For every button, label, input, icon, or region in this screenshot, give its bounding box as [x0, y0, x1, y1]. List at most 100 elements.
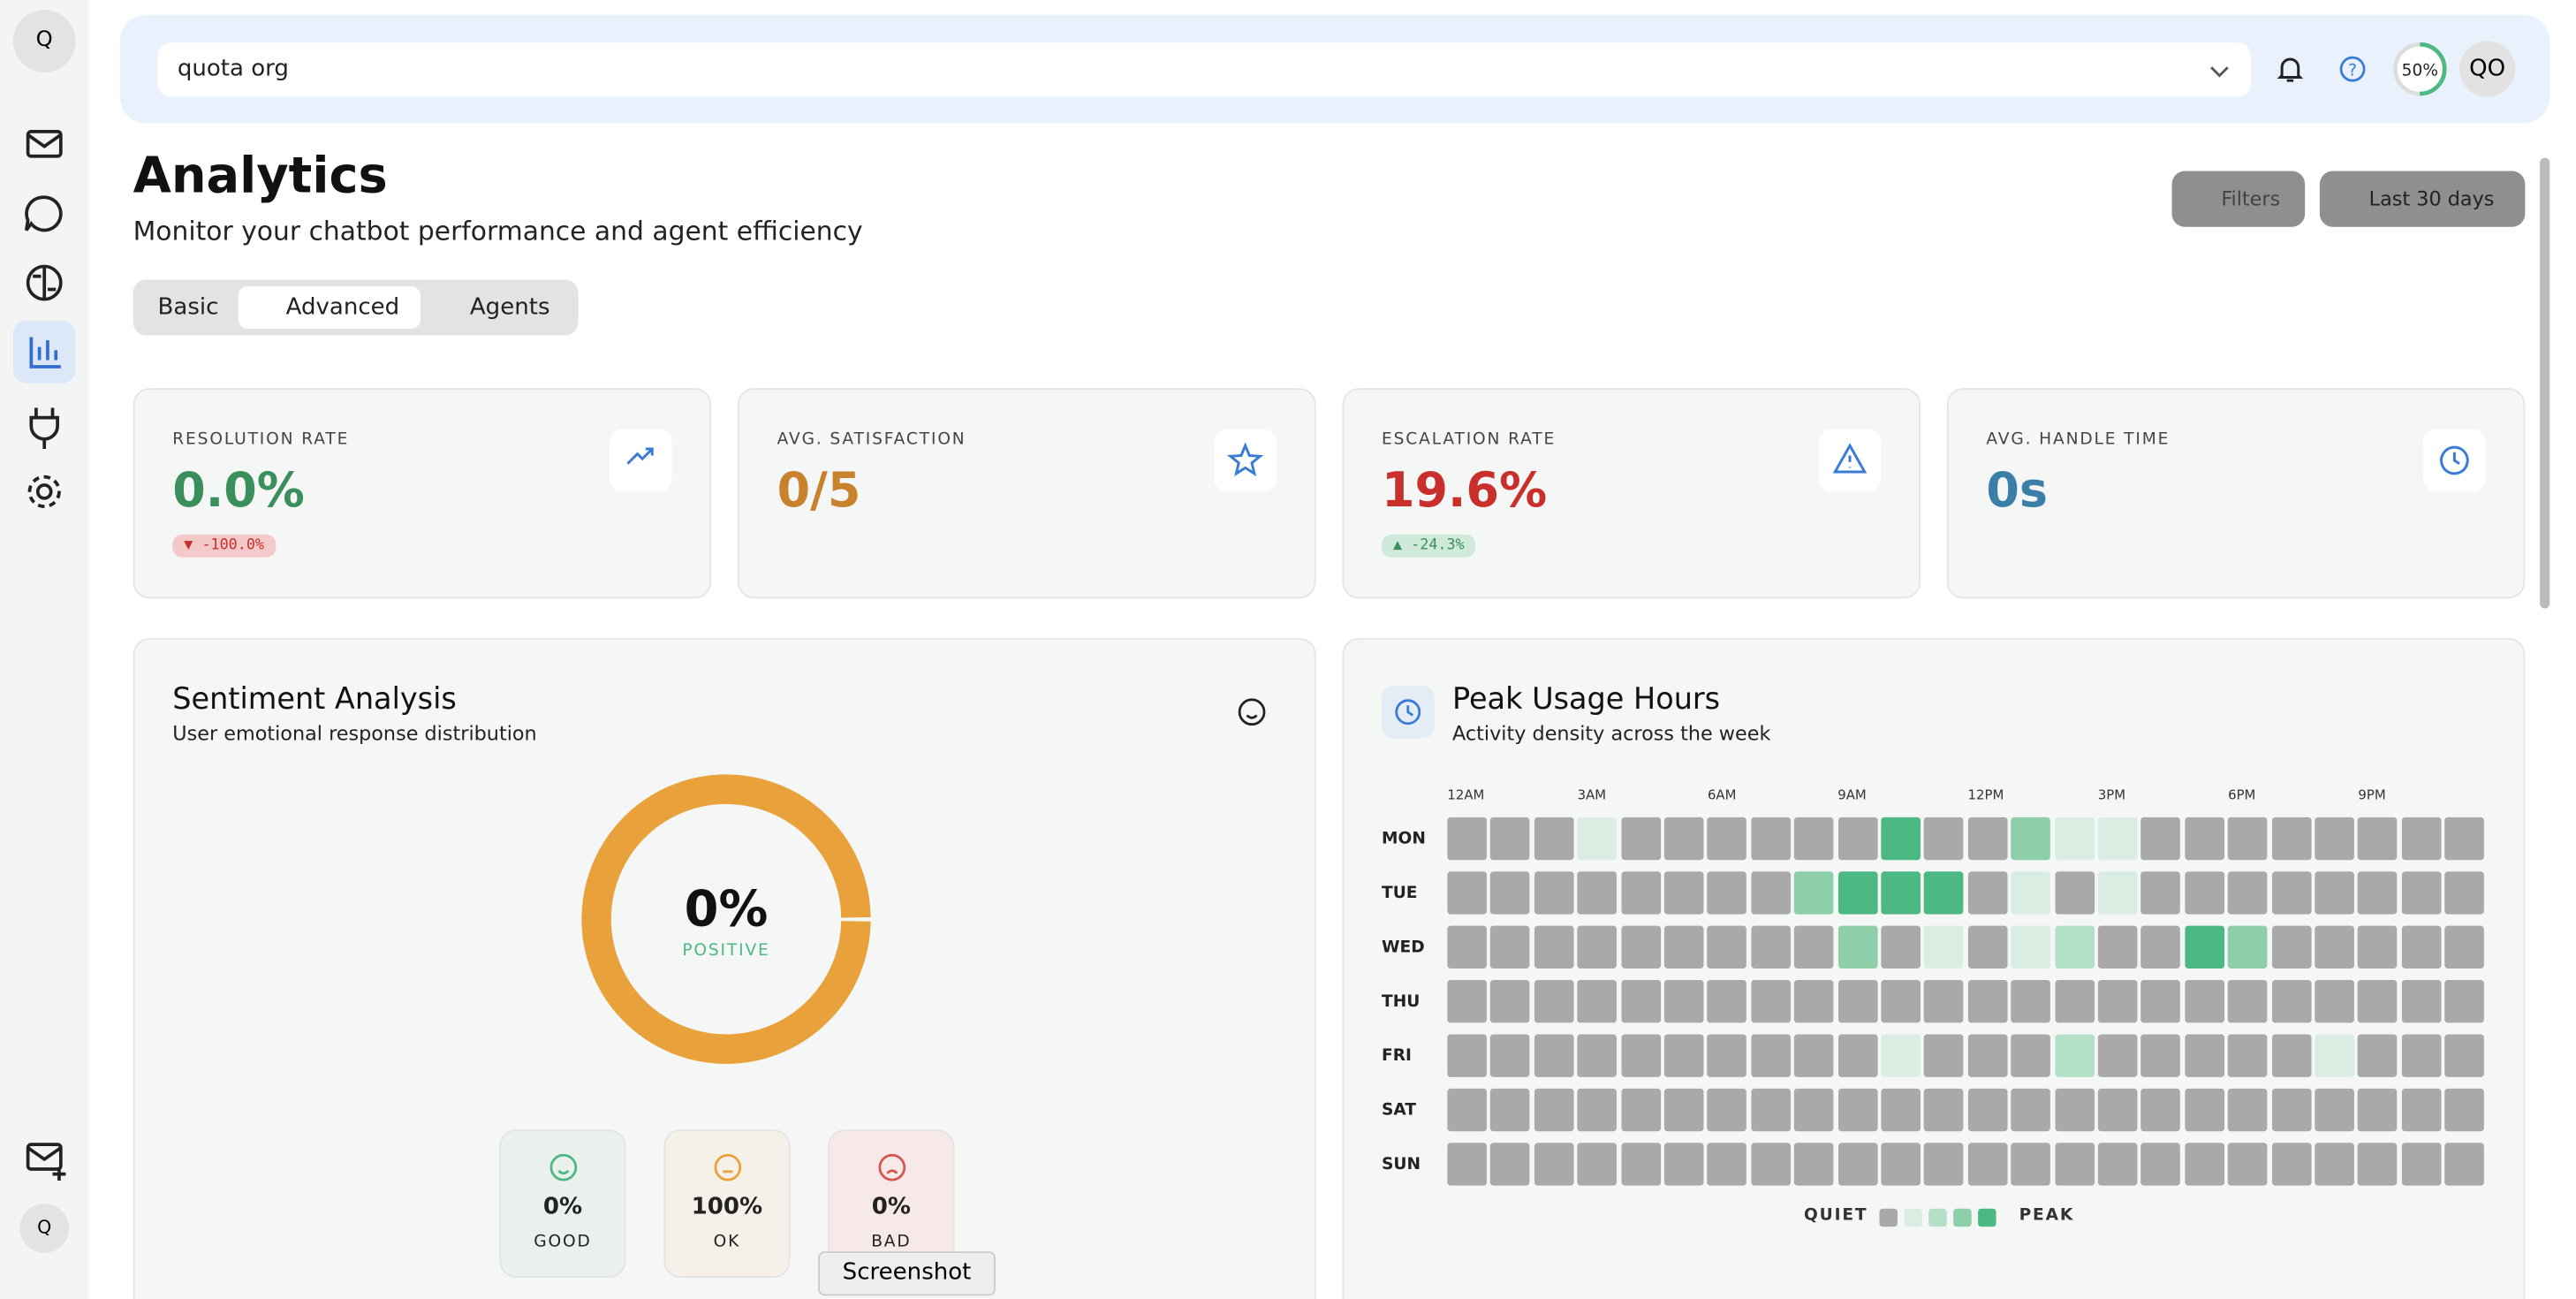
- heat-cell[interactable]: [1620, 980, 1661, 1023]
- heat-cell[interactable]: [1620, 1034, 1661, 1077]
- heat-cell[interactable]: [2054, 1143, 2095, 1186]
- heat-cell[interactable]: [2358, 925, 2398, 969]
- heat-cell[interactable]: [1794, 980, 1834, 1023]
- heat-cell[interactable]: [2140, 1143, 2181, 1186]
- heat-cell[interactable]: [1794, 817, 1834, 861]
- heat-cell[interactable]: [1967, 980, 2008, 1023]
- heat-cell[interactable]: [2140, 1088, 2181, 1132]
- heat-cell[interactable]: [1924, 817, 1965, 861]
- heat-cell[interactable]: [2140, 871, 2181, 915]
- heat-cell[interactable]: [2097, 980, 2138, 1023]
- heat-cell[interactable]: [1490, 1143, 1531, 1186]
- heat-cell[interactable]: [1967, 1034, 2008, 1077]
- heat-cell[interactable]: [2097, 925, 2138, 969]
- heat-cell[interactable]: [2228, 817, 2268, 861]
- heat-cell[interactable]: [1620, 871, 1661, 915]
- heat-cell[interactable]: [1881, 1088, 1921, 1132]
- heat-cell[interactable]: [2097, 1034, 2138, 1077]
- heat-cell[interactable]: [1577, 1143, 1618, 1186]
- help-icon[interactable]: ?: [2337, 54, 2367, 83]
- heat-cell[interactable]: [1967, 1088, 2008, 1132]
- heat-cell[interactable]: [2271, 817, 2311, 861]
- heat-cell[interactable]: [1707, 925, 1747, 969]
- heat-cell[interactable]: [1490, 925, 1531, 969]
- heat-cell[interactable]: [1837, 1143, 1877, 1186]
- heat-cell[interactable]: [1534, 871, 1574, 915]
- heat-cell[interactable]: [1663, 925, 1704, 969]
- heat-cell[interactable]: [1751, 980, 1791, 1023]
- tab[interactable]: Advanced: [238, 285, 421, 330]
- nav-active[interactable]: [12, 320, 76, 384]
- heat-cell[interactable]: [1794, 1143, 1834, 1186]
- heat-cell[interactable]: [1751, 817, 1791, 861]
- heat-cell[interactable]: [1924, 925, 1965, 969]
- heat-cell[interactable]: [1924, 1034, 1965, 1077]
- heat-cell[interactable]: [1490, 980, 1531, 1023]
- heat-cell[interactable]: [1707, 1088, 1747, 1132]
- heat-cell[interactable]: [2228, 925, 2268, 969]
- heat-cell[interactable]: [2054, 925, 2095, 969]
- heat-cell[interactable]: [2315, 871, 2354, 915]
- heat-cell[interactable]: [1534, 1034, 1574, 1077]
- heat-cell[interactable]: [1447, 871, 1488, 915]
- heat-cell[interactable]: [2401, 1088, 2442, 1132]
- heat-cell[interactable]: [2185, 1034, 2224, 1077]
- heat-cell[interactable]: [2228, 980, 2268, 1023]
- heat-cell[interactable]: [1663, 817, 1704, 861]
- heat-cell[interactable]: [2011, 817, 2051, 861]
- tab[interactable]: Basic: [157, 294, 219, 321]
- heat-cell[interactable]: [2315, 1088, 2354, 1132]
- heat-cell[interactable]: [2358, 871, 2398, 915]
- heat-cell[interactable]: [2011, 1034, 2051, 1077]
- heat-cell[interactable]: [1924, 871, 1965, 915]
- heat-cell[interactable]: [1447, 980, 1488, 1023]
- heat-cell[interactable]: [1707, 817, 1747, 861]
- heat-cell[interactable]: [1751, 925, 1791, 969]
- heat-cell[interactable]: [1577, 925, 1618, 969]
- heat-cell[interactable]: [1751, 1143, 1791, 1186]
- heat-cell[interactable]: [2315, 1034, 2354, 1077]
- heat-cell[interactable]: [1707, 871, 1747, 915]
- heat-cell[interactable]: [1837, 1034, 1877, 1077]
- heat-cell[interactable]: [2271, 1088, 2311, 1132]
- heat-cell[interactable]: [2271, 1143, 2311, 1186]
- heat-cell[interactable]: [2228, 1143, 2268, 1186]
- heat-cell[interactable]: [1534, 980, 1574, 1023]
- chat-icon[interactable]: [24, 195, 63, 232]
- heat-cell[interactable]: [1881, 925, 1921, 969]
- heat-cell[interactable]: [2444, 817, 2485, 861]
- heat-cell[interactable]: [1794, 1088, 1834, 1132]
- heat-cell[interactable]: [1837, 817, 1877, 861]
- heat-cell[interactable]: [1794, 925, 1834, 969]
- heat-cell[interactable]: [2401, 1034, 2442, 1077]
- heat-cell[interactable]: [1620, 925, 1661, 969]
- heat-cell[interactable]: [2054, 817, 2095, 861]
- heat-cell[interactable]: [1534, 925, 1574, 969]
- mail-icon[interactable]: [26, 130, 63, 158]
- heat-cell[interactable]: [1490, 871, 1531, 915]
- avatar[interactable]: QO: [2459, 41, 2516, 97]
- heat-cell[interactable]: [2140, 980, 2181, 1023]
- heat-cell[interactable]: [2444, 925, 2485, 969]
- heat-cell[interactable]: [2401, 817, 2442, 861]
- heat-cell[interactable]: [2358, 817, 2398, 861]
- heat-cell[interactable]: [1924, 1088, 1965, 1132]
- heat-cell[interactable]: [1837, 980, 1877, 1023]
- heat-cell[interactable]: [1663, 871, 1704, 915]
- heat-cell[interactable]: [2401, 980, 2442, 1023]
- heat-cell[interactable]: [1620, 1088, 1661, 1132]
- heat-cell[interactable]: [1794, 871, 1834, 915]
- heat-cell[interactable]: [2185, 980, 2224, 1023]
- heat-cell[interactable]: [2054, 871, 2095, 915]
- heat-cell[interactable]: [2358, 1034, 2398, 1077]
- heat-cell[interactable]: [1881, 1034, 1921, 1077]
- heat-cell[interactable]: [2444, 1034, 2485, 1077]
- heat-cell[interactable]: [2185, 817, 2224, 861]
- heat-cell[interactable]: [1447, 817, 1488, 861]
- heat-cell[interactable]: [2315, 925, 2354, 969]
- heat-cell[interactable]: [1577, 1088, 1618, 1132]
- heat-cell[interactable]: [2011, 1143, 2051, 1186]
- heat-cell[interactable]: [2401, 925, 2442, 969]
- heat-cell[interactable]: [1837, 925, 1877, 969]
- heat-cell[interactable]: [2011, 925, 2051, 969]
